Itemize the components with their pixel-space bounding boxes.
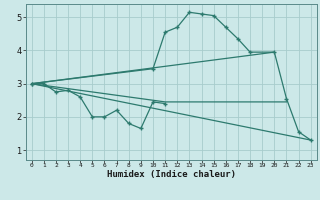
X-axis label: Humidex (Indice chaleur): Humidex (Indice chaleur) <box>107 170 236 179</box>
